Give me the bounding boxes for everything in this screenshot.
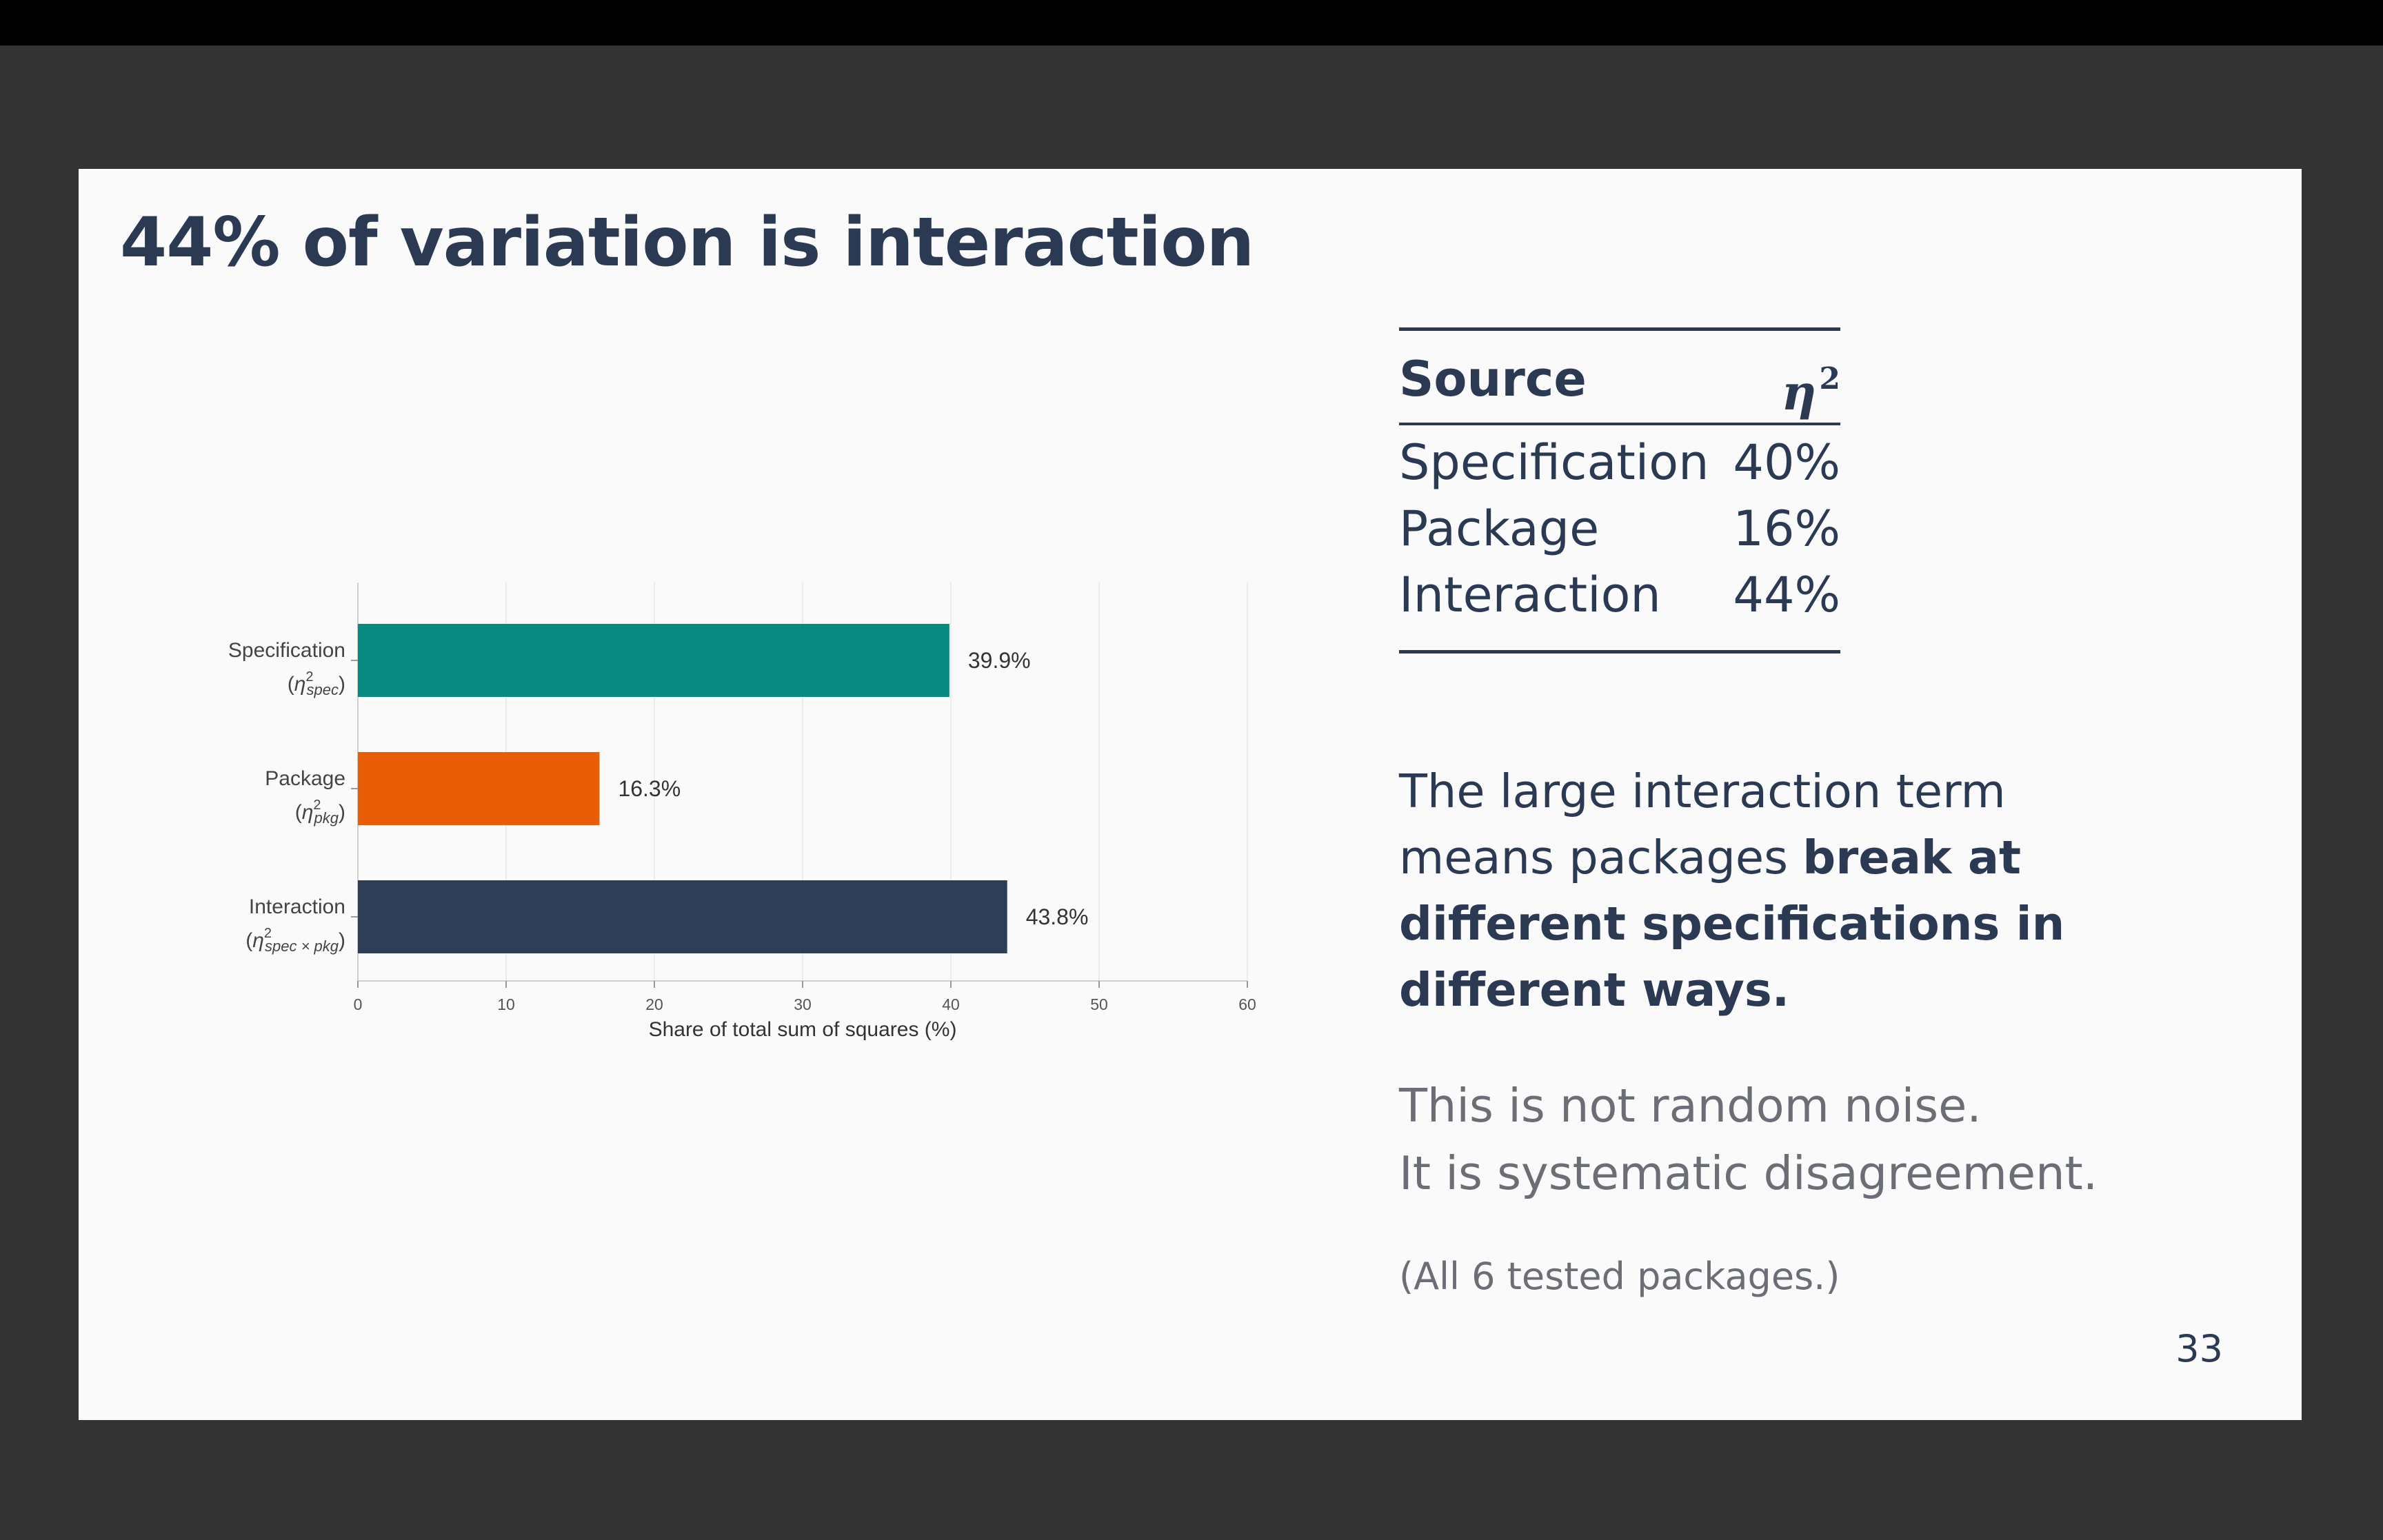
eta-symbol: η [1781, 364, 1817, 421]
eta-squared-bar-chart: 0 10 20 30 40 50 60 Share of total sum of squar… [228, 582, 1256, 1041]
slide: 44% of variation is interaction 0 10 20 30 4… [79, 169, 2302, 1420]
category-label: Interaction [249, 895, 345, 918]
table-header-source: Source [1399, 351, 1587, 407]
bar-value-label: 39.9% [968, 648, 1031, 673]
page-number: 33 [2175, 1327, 2223, 1370]
row-value: 44% [1733, 567, 1840, 623]
category-label: Package [265, 767, 345, 790]
row-source: Specification [1399, 434, 1709, 491]
category-sublabel: (η2 spec) [288, 669, 345, 698]
explanation-text: The large interaction term means package… [1399, 764, 2006, 884]
eta-superscript: 2 [1819, 361, 1840, 396]
explanation-emphasis: break at different specifications in dif… [1399, 831, 2065, 1017]
x-tick-label: 0 [354, 995, 363, 1013]
row-value: 16% [1733, 500, 1840, 557]
table-rule-mid [1399, 423, 1840, 425]
table-row: Specification 40% [1399, 429, 1840, 496]
row-source: Package [1399, 500, 1600, 557]
table-row: Package 16% [1399, 496, 1840, 562]
category-sublabel: (η2 spec × pkg) [245, 926, 345, 955]
note-line-2: It is systematic disagreement. [1399, 1146, 2098, 1200]
bar-interaction [358, 880, 1007, 953]
row-value: 40% [1733, 434, 1840, 491]
x-tick-label: 30 [794, 995, 812, 1013]
bar-value-label: 43.8% [1026, 904, 1089, 929]
slide-title: 44% of variation is interaction [120, 203, 1254, 282]
table-rule-top [1399, 327, 1840, 331]
category-label: Specification [228, 639, 345, 662]
table-rule-bottom [1399, 650, 1840, 654]
x-tick-label: 10 [497, 995, 515, 1013]
x-tick-label: 40 [942, 995, 960, 1013]
bar-package [358, 752, 600, 825]
x-tick-label: 50 [1090, 995, 1108, 1013]
row-source: Interaction [1399, 567, 1661, 623]
table-row: Interaction 44% [1399, 562, 1840, 628]
table-header-eta: η2 [1781, 348, 1840, 424]
systematic-note: This is not random noise. It is systemat… [1399, 1072, 2158, 1207]
window-top-bar [0, 0, 2383, 45]
interaction-explanation: The large interaction term means package… [1399, 758, 2089, 1023]
x-tick-label: 60 [1238, 995, 1256, 1013]
category-sublabel: (η2 pkg) [295, 798, 345, 827]
bar-value-label: 16.3% [618, 776, 681, 801]
note-line-1: This is not random noise. [1399, 1079, 1982, 1133]
x-tick-label: 20 [645, 995, 663, 1013]
bar-specification [358, 624, 949, 697]
x-axis-title: Share of total sum of squares (%) [649, 1018, 957, 1041]
packages-footnote: (All 6 tested packages.) [1399, 1255, 1840, 1298]
